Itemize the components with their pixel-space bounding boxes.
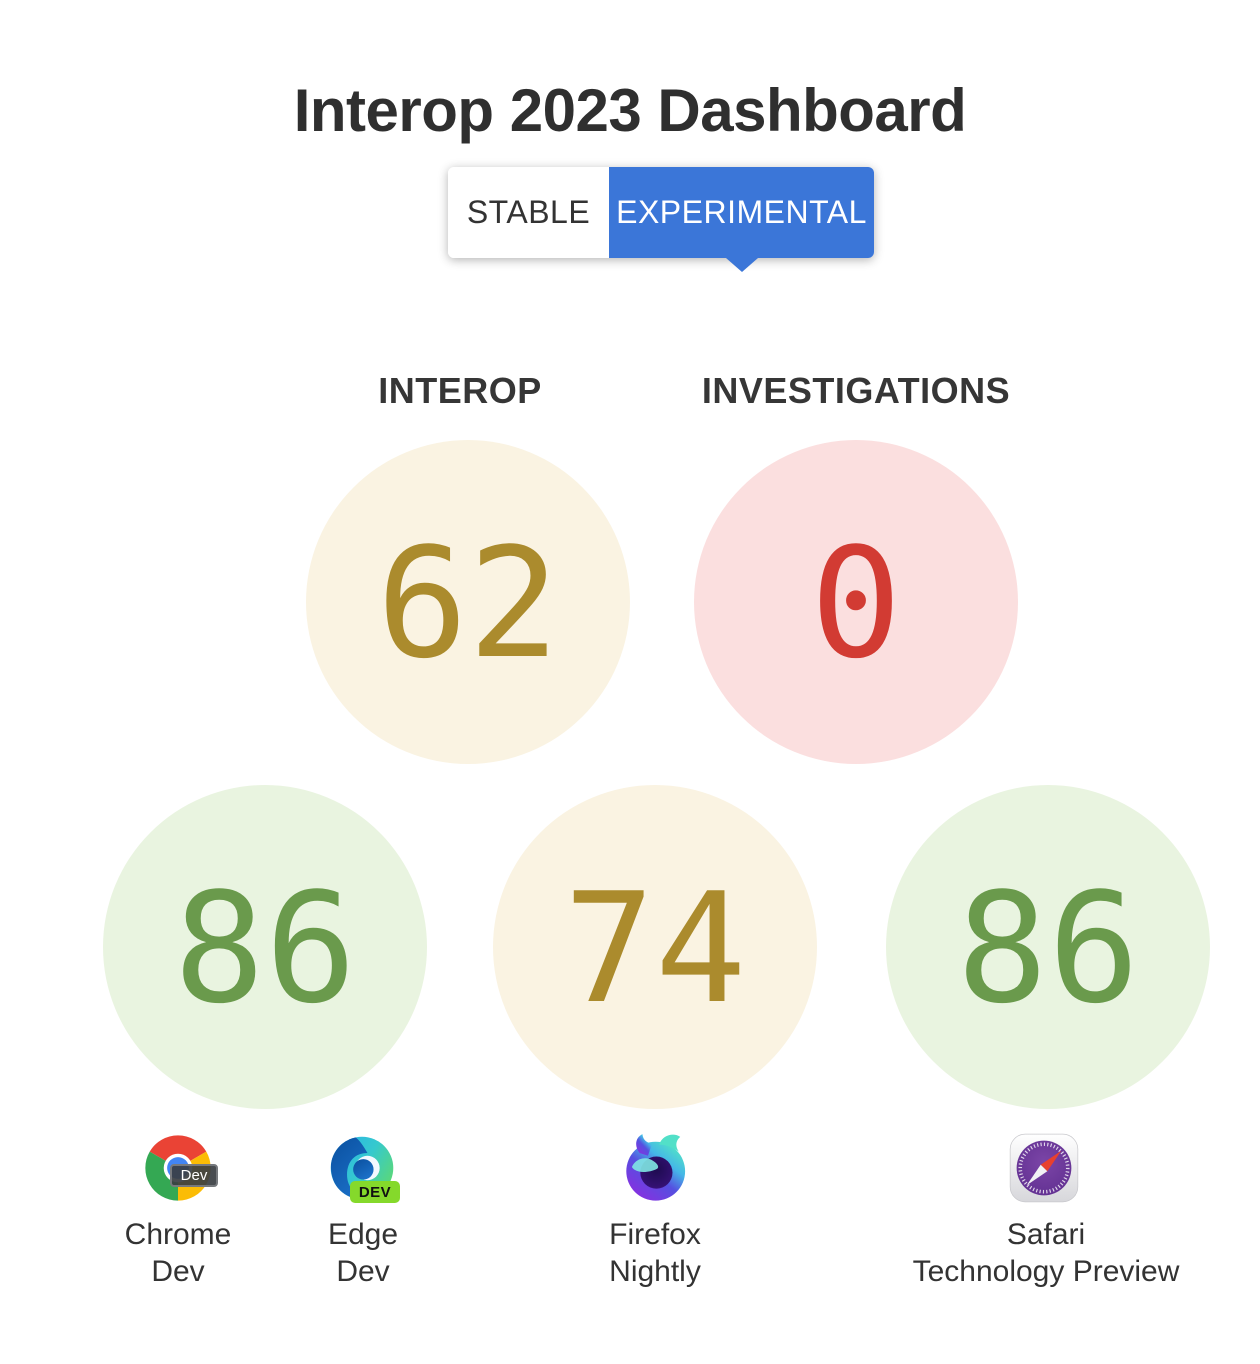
browser-label-chrome-dev: Chrome Dev [125,1216,232,1290]
section-header-interop: INTEROP [378,370,542,411]
browser-label-line: Safari [1006,1218,1086,1251]
channel-tabs: STABLE EXPERIMENTAL [448,167,874,272]
section-header-investigations: INVESTIGATIONS [701,370,1011,411]
safari-technology-preview-icon [1008,1132,1080,1204]
chrome-dev-badge: Dev [170,1164,218,1187]
safari-score-value: 86 [956,860,1140,1037]
page-title: Interop 2023 Dashboard [293,77,967,145]
chrome-edge-score-circle: 86 [103,785,427,1109]
browser-label-edge-dev: Edge Dev [328,1216,398,1290]
edge-dev-icon: DEV [328,1134,400,1203]
safari-score-circle: 86 [886,785,1210,1109]
interop-score-value: 62 [376,515,560,692]
browser-label-line: Nightly [609,1255,701,1288]
active-tab-pointer [725,258,758,272]
browser-label-line: Edge [327,1218,399,1251]
browser-label-line: Dev [336,1255,390,1288]
browser-label-firefox-nightly: Firefox Nightly [609,1216,701,1290]
edge-dev-badge: DEV [350,1181,400,1203]
investigations-score-circle: 0 [694,440,1018,764]
chrome-edge-score-value: 86 [173,860,357,1037]
firefox-nightly-icon [620,1132,690,1202]
interop-score-circle: 62 [306,440,630,764]
tab-experimental-label: EXPERIMENTAL [616,194,867,230]
chrome-dev-icon: Dev [144,1134,218,1202]
tab-stable[interactable]: STABLE [448,167,609,258]
investigations-score-value: 0 [810,515,902,692]
firefox-score-circle: 74 [493,785,817,1109]
browser-label-line: Technology Preview [912,1255,1180,1288]
browser-label-line: Dev [151,1255,205,1288]
tab-experimental[interactable]: EXPERIMENTAL [609,167,874,272]
firefox-score-value: 74 [563,860,747,1037]
browser-label-safari-technology-preview: Safari Technology Preview [913,1216,1180,1290]
browser-label-line: Chrome [124,1218,232,1251]
browser-label-line: Firefox [609,1218,701,1251]
